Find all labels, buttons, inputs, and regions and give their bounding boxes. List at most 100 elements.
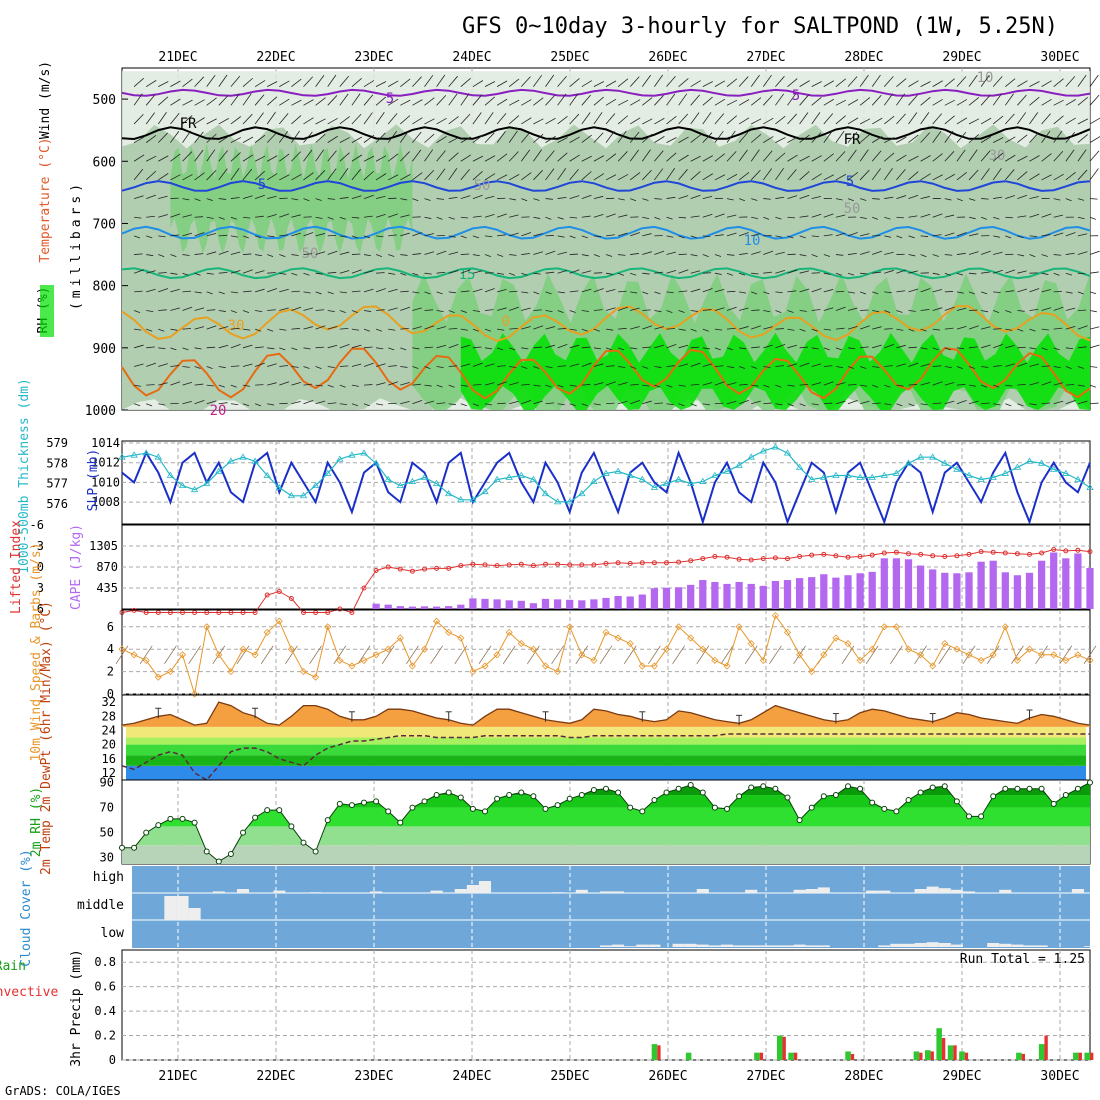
rh-point [1002,785,1009,792]
wind-barb [968,325,979,330]
wind-barb [521,198,528,202]
wind-barb [533,400,543,405]
wind-barb [509,366,517,368]
wind-barb [375,254,383,258]
wind-barb [932,347,939,351]
surface-wind-barb [115,645,129,665]
wind-barb [509,214,519,218]
wind-barb [472,155,484,162]
wind-barb [617,130,627,143]
wind-barb [605,213,616,218]
wind-barb [1053,150,1064,162]
thickness-point [662,479,671,486]
cape-bar [1025,572,1034,609]
wind-speed-point [251,651,259,659]
wind-barb [376,309,385,311]
wind-barb [146,194,156,199]
wind-barb [1053,214,1064,218]
wind-barb [557,403,565,406]
date-label-top: 22DEC [256,50,295,65]
wind-barb [678,384,686,387]
wind-barb [279,98,290,106]
temp-band [126,744,1086,756]
wind-barb [351,310,358,313]
wind-barb [738,366,746,369]
thickness-point [650,483,659,491]
wind-barb [872,198,880,200]
bottom-date-labels: 21DEC 22DEC 23DEC 24DEC 25DEC 26DEC 27DEC 28DEC… [158,1069,1079,1084]
date-label-top: 26DEC [648,50,687,65]
li-point [664,560,669,566]
wind-barb [400,99,411,106]
wind-barb [254,170,265,181]
wind-speed-point [771,612,779,620]
thickness-tick-label: 577 [46,477,68,491]
contour-label: 10 [744,233,761,249]
wind-barb [617,99,629,106]
wind-barb [242,154,254,162]
thickness-point [190,485,199,493]
wind-barb [775,115,786,125]
wind-barb [557,116,568,125]
cape-bar [832,577,840,609]
contour-label: 50 [844,201,861,217]
wind-barb [1017,171,1028,181]
thickness-point [977,475,985,482]
wind-barb [521,399,532,405]
wind-barb [702,382,713,386]
wind-barb [351,253,361,255]
li-point [954,553,960,559]
wind-barb [412,76,422,87]
thickness-point [154,453,163,460]
wind-barb [811,382,822,386]
wind-barb [303,366,310,369]
thickness-point [711,471,719,478]
wind-barb [714,272,722,275]
wind-barb [460,328,468,331]
wind-barb [242,93,252,106]
wind-barb [351,344,362,349]
precip-axis-label: 3hr Precip (mm) [69,949,84,1066]
thickness-point [989,473,997,480]
wind-barb [738,399,749,405]
wind-barb [424,272,432,275]
wind-barb [375,382,386,386]
wind-speed-point [747,640,755,648]
wind-barb [230,291,239,294]
wind-barb [871,117,883,125]
wind-barb [545,291,552,295]
wind-barb [242,363,253,367]
wind-barb [206,366,213,369]
cape-bar [904,559,913,609]
wind-speed-point [130,651,138,659]
wind-barb [654,344,664,349]
cape-bar [989,560,997,609]
wind-speed-line [121,614,1091,695]
wind-barb [751,216,759,220]
wind-barb [702,81,713,88]
wind-barb [714,130,724,143]
cape-bar [795,578,804,609]
wind-barb [968,134,980,143]
wind-barb [593,328,600,332]
wind-barb [751,251,761,255]
rh-band [122,807,1090,827]
run-total-label: Run Total = 1.25 [960,952,1085,967]
rh-band [122,845,1090,864]
wind-barb [992,115,1004,125]
wind-barb [206,198,213,201]
li-point [591,562,597,568]
wind-barb [145,134,157,143]
wind-barb [412,307,422,311]
wind-barb [980,74,990,87]
wind-barb [363,288,374,293]
wind-barb [654,198,662,200]
wind-barb [557,168,567,181]
wind-barb [412,232,423,237]
wind-barb [557,235,565,238]
cape-bar [880,558,888,609]
wind-barb [678,290,688,293]
wind-barb [1017,346,1026,349]
